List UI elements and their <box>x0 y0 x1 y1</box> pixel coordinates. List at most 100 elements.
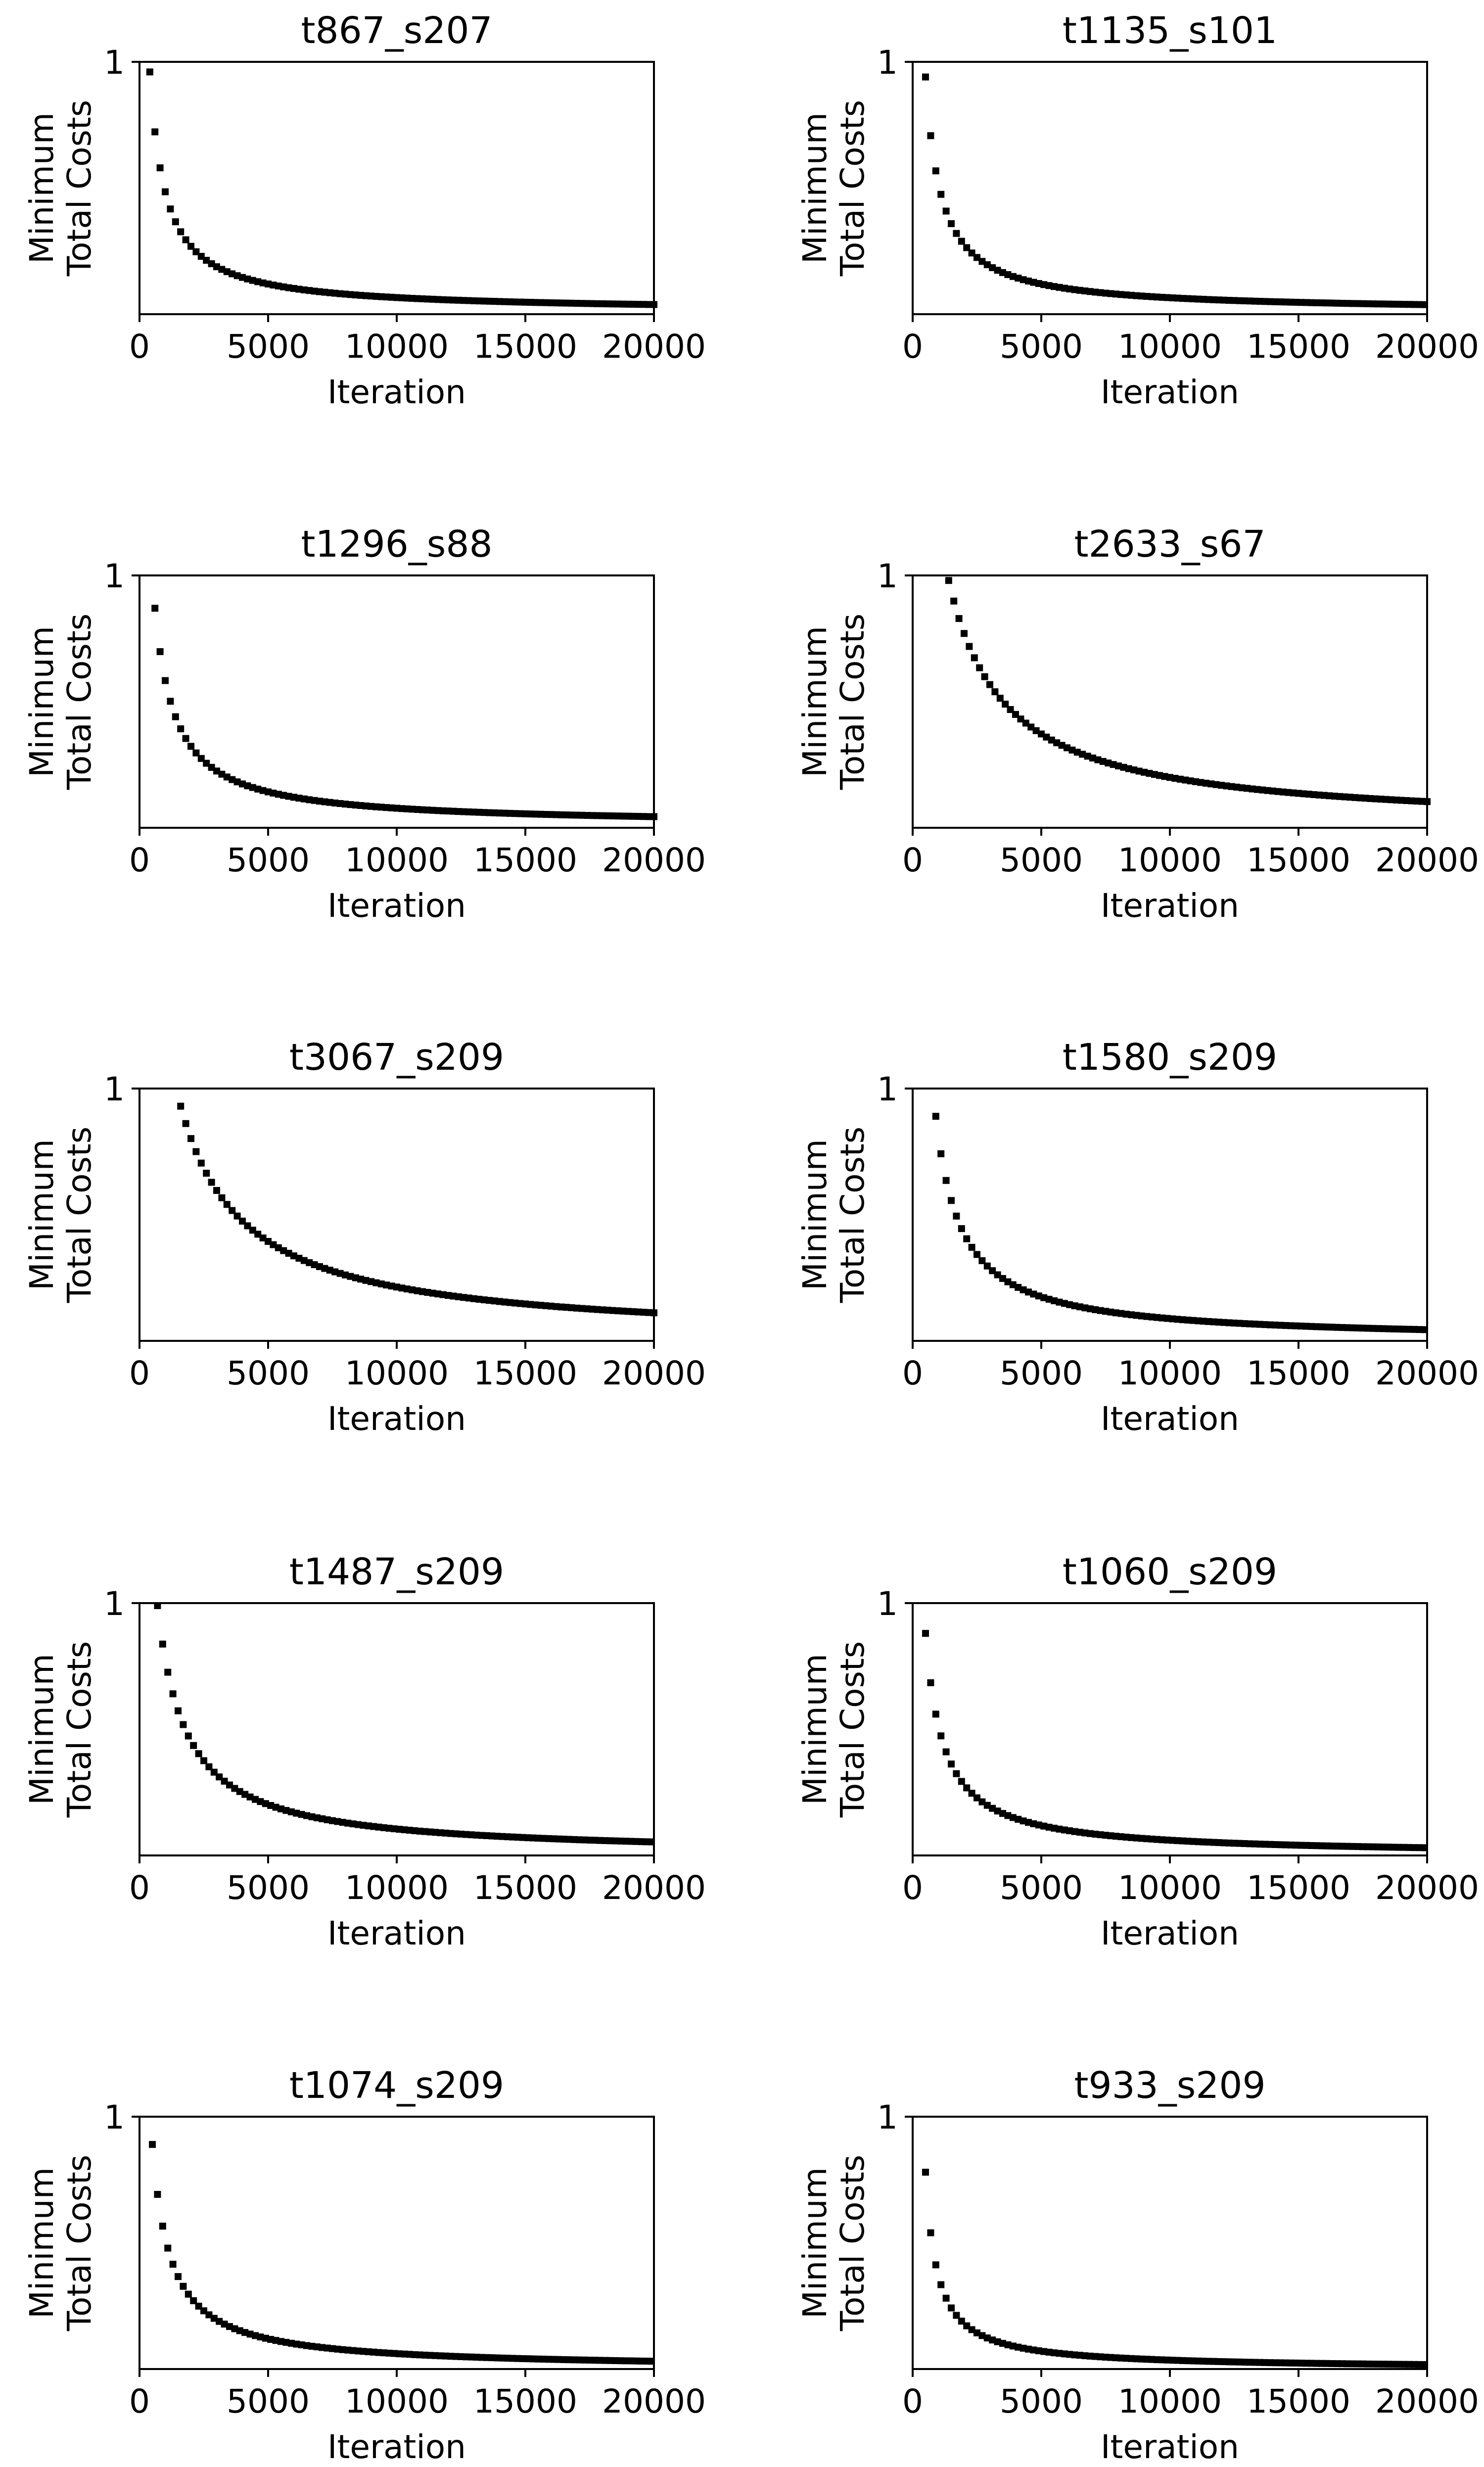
x-tick-label: 0 <box>129 841 150 879</box>
x-tick-label: 5000 <box>227 1869 310 1907</box>
data-point <box>976 664 983 671</box>
x-tick-label: 20000 <box>1375 841 1479 879</box>
y-axis-label-line: Minimum <box>23 1139 61 1290</box>
x-tick-label: 20000 <box>1375 1354 1479 1392</box>
y-axis-label: MinimumTotal Costs <box>796 1641 872 1818</box>
x-tick-label: 15000 <box>473 1354 577 1392</box>
x-tick-label: 20000 <box>602 328 706 366</box>
data-point <box>169 2261 177 2268</box>
data-point <box>948 1197 955 1204</box>
data-point <box>164 2244 172 2252</box>
x-tick-label: 10000 <box>1118 2382 1222 2420</box>
data-point <box>932 1710 939 1718</box>
data-point <box>162 188 169 195</box>
panel-8: t1060_s209 0 5000 10000 15000 20000 1 Iteration… <box>796 1551 1479 1952</box>
x-tick-label: 10000 <box>345 328 449 366</box>
data-point <box>200 1757 207 1764</box>
panel-title: t1074_s209 <box>289 2064 504 2107</box>
data-point <box>958 237 965 245</box>
axes-frame <box>139 574 655 829</box>
data-point <box>149 2141 156 2148</box>
y-axis-label: MinimumTotal Costs <box>23 614 98 790</box>
x-tick-label: 10000 <box>345 841 449 879</box>
y-axis-label-line: Minimum <box>796 112 834 264</box>
x-axis-label: Iteration <box>327 1914 466 1952</box>
data-point <box>185 2290 192 2298</box>
y-axis-label-line: Minimum <box>23 112 61 264</box>
y-axis-label: MinimumTotal Costs <box>796 614 872 790</box>
data-point <box>955 615 963 622</box>
x-tick-label: 15000 <box>1247 1354 1350 1392</box>
data-point <box>172 713 179 720</box>
x-axis-label: Iteration <box>1101 373 1239 411</box>
data-series <box>932 1113 1428 1333</box>
y-axis-label: MinimumTotal Costs <box>796 1127 872 1303</box>
x-tick-label: 10000 <box>1118 1869 1222 1907</box>
x-tick-label: 20000 <box>1375 2382 1479 2420</box>
data-point <box>953 1770 960 1777</box>
data-point <box>187 743 194 750</box>
x-tick-label: 5000 <box>1000 1354 1083 1392</box>
x-tick-label: 15000 <box>473 2382 577 2420</box>
y-tick-label: 1 <box>104 1070 125 1108</box>
panel-title: t2633_s67 <box>1074 523 1265 566</box>
y-tick-label: 1 <box>104 44 125 82</box>
data-point <box>937 1732 945 1740</box>
x-tick-label: 10000 <box>345 2382 449 2420</box>
y-tick-label: 1 <box>877 2098 898 2136</box>
data-point <box>963 244 971 251</box>
data-point <box>169 1690 177 1698</box>
data-point <box>948 1760 955 1768</box>
data-point <box>192 1148 200 1155</box>
data-point <box>190 1742 197 1749</box>
x-tick-label: 20000 <box>1375 1869 1479 1907</box>
data-point <box>937 1150 945 1157</box>
x-tick-label: 0 <box>902 2382 923 2420</box>
x-axis-label: Iteration <box>327 373 466 411</box>
data-point <box>937 2281 945 2288</box>
data-point <box>966 643 973 650</box>
data-point <box>996 695 1004 702</box>
axes-frame <box>912 1602 1428 1856</box>
y-axis-label-line: Total Costs <box>60 1641 98 1818</box>
data-point <box>218 1194 226 1201</box>
y-axis-label: MinimumTotal Costs <box>23 1641 98 1818</box>
data-point <box>927 2229 934 2236</box>
x-axis-label: Iteration <box>327 1400 466 1438</box>
panel-title: t1060_s209 <box>1063 1551 1277 1593</box>
data-point <box>172 218 179 226</box>
panel-3: t1296_s88 0 5000 10000 15000 20000 1 Iteration M… <box>23 523 706 925</box>
data-point <box>978 1257 986 1264</box>
x-tick-label: 5000 <box>227 2382 310 2420</box>
panel-title: t867_s207 <box>301 9 492 52</box>
y-axis-label-line: Minimum <box>23 2167 61 2319</box>
x-tick-label: 5000 <box>1000 1869 1083 1907</box>
y-axis-label-line: Minimum <box>796 626 834 777</box>
data-point <box>223 1201 231 1208</box>
x-tick-label: 10000 <box>1118 1354 1222 1392</box>
x-tick-label: 15000 <box>1247 328 1350 366</box>
data-point <box>182 1120 189 1127</box>
y-axis-label-line: Total Costs <box>60 614 98 790</box>
data-point <box>971 654 978 662</box>
data-series <box>151 605 657 820</box>
data-point <box>953 230 960 237</box>
data-point <box>154 2191 161 2198</box>
data-point <box>948 2304 955 2312</box>
data-point <box>958 1225 965 1233</box>
y-tick-label: 1 <box>877 557 898 595</box>
x-tick-label: 10000 <box>1118 841 1222 879</box>
axes-frame <box>139 2116 655 2370</box>
y-tick-label: 1 <box>877 1070 898 1108</box>
panel-7: t1487_s209 0 5000 10000 15000 20000 1 Iteration… <box>23 1551 706 1952</box>
data-series <box>154 1602 655 1846</box>
data-series <box>922 1630 1428 1851</box>
x-tick-label: 0 <box>129 1869 150 1907</box>
y-tick-label: 1 <box>104 557 125 595</box>
y-axis-label: MinimumTotal Costs <box>796 100 872 277</box>
axes-frame <box>912 574 1428 829</box>
x-tick-label: 5000 <box>1000 328 1083 366</box>
y-axis-label-line: Minimum <box>23 1654 61 1805</box>
data-point <box>981 673 988 680</box>
